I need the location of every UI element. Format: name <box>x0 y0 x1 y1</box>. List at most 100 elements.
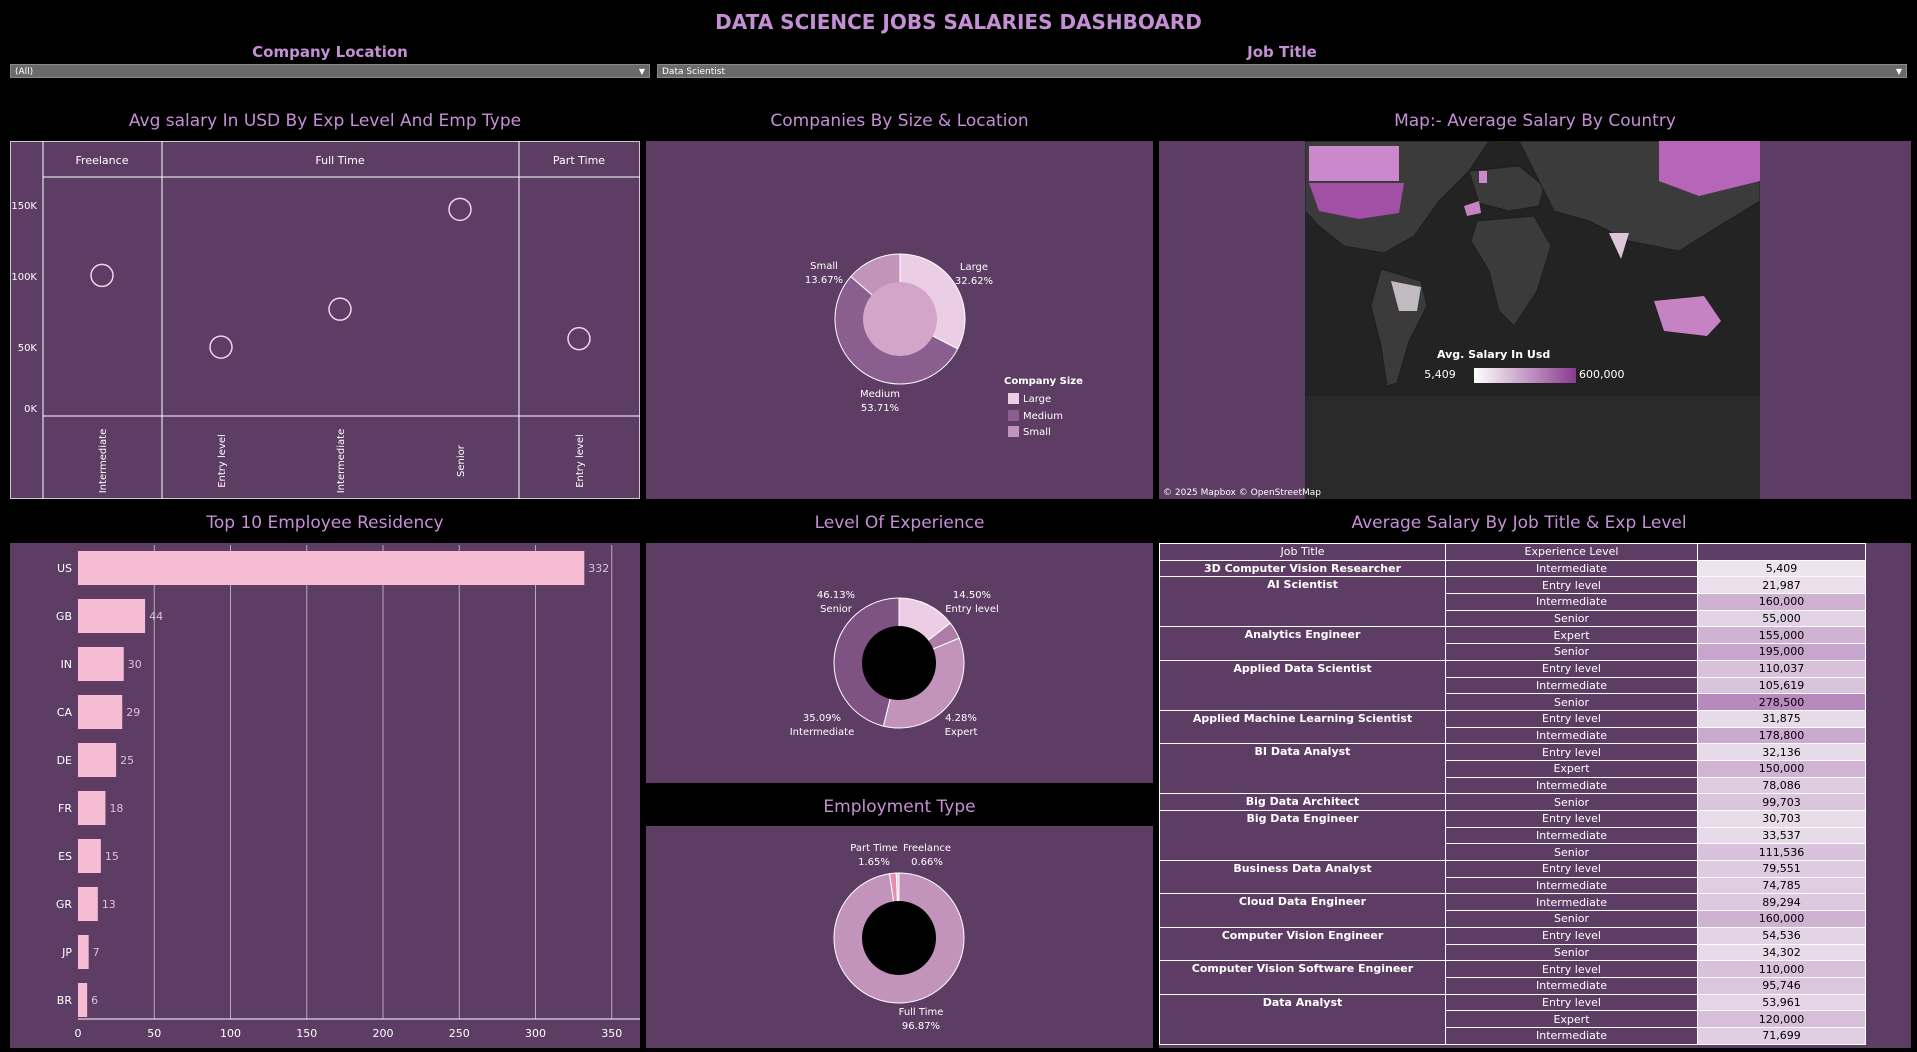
world-map[interactable]: Avg. Salary In Usd 5,409 600,000 © 2025 … <box>1159 140 1911 499</box>
table-row: BI Data Analyst Entry level 32,136 <box>1159 743 1866 795</box>
experience-cell: Entry level <box>1445 743 1698 761</box>
bar-in[interactable] <box>78 647 124 681</box>
salary-value-cell: 32,136 <box>1697 743 1866 761</box>
job-title-cell: Business Data Analyst <box>1159 860 1446 895</box>
bar-value-label: 18 <box>109 802 123 815</box>
chevron-down-icon: ▼ <box>638 67 645 76</box>
companies-title: Companies By Size & Location <box>770 111 1029 131</box>
group-label-full-time: Full Time <box>315 154 364 167</box>
category-label: GR <box>56 898 73 911</box>
bar-jp[interactable] <box>78 935 89 969</box>
group-label-freelance: Freelance <box>76 154 129 167</box>
legend-swatch-large <box>1008 393 1019 404</box>
salary-value-cell: 278,500 <box>1697 693 1866 711</box>
salary-value-cell: 110,037 <box>1697 659 1866 678</box>
salary-value-cell: 78,086 <box>1697 776 1866 795</box>
slice-label-medium: Medium <box>860 389 900 400</box>
country-brazil[interactable] <box>1391 281 1421 311</box>
map-title: Map:- Average Salary By Country <box>1394 111 1676 131</box>
company-location-label: Company Location <box>252 43 408 61</box>
salary-value-cell: 160,000 <box>1697 910 1866 928</box>
salary-value-cell: 74,785 <box>1697 876 1866 895</box>
map-legend-title: Avg. Salary In Usd <box>1437 348 1550 361</box>
country-spain[interactable] <box>1464 201 1481 216</box>
bar-gb[interactable] <box>78 599 146 633</box>
category-label: DE <box>57 754 72 767</box>
scatter-point[interactable] <box>90 263 114 288</box>
bar-de[interactable] <box>78 743 117 777</box>
country-russia[interactable] <box>1659 141 1760 196</box>
salary-value-cell: 71,699 <box>1697 1026 1866 1045</box>
experience-cell: Entry level <box>1445 709 1698 728</box>
scatter-point[interactable] <box>567 326 591 351</box>
category-label: CA <box>57 706 73 719</box>
slice-pct-part-time: 1.65% <box>858 857 890 868</box>
job-title-value: Data Scientist <box>662 67 725 77</box>
x-tick-label: 100 <box>220 1027 241 1040</box>
group-label-part-time: Part Time <box>553 154 605 167</box>
salary-value-cell: 99,703 <box>1697 793 1866 811</box>
scatter-point[interactable] <box>448 197 472 222</box>
x-tick-label: 250 <box>449 1027 470 1040</box>
salary-value-cell: 55,000 <box>1697 609 1866 628</box>
experience-cell: Entry level <box>1445 926 1698 945</box>
employment-title: Employment Type <box>823 797 976 817</box>
company-location-dropdown[interactable]: (All) ▼ <box>10 64 650 78</box>
experience-cell: Senior <box>1445 609 1698 628</box>
bar-br[interactable] <box>78 983 88 1017</box>
slice-pct-full-time: 96.87% <box>902 1021 940 1032</box>
salary-value-cell: 120,000 <box>1697 1010 1866 1028</box>
bar-value-label: 6 <box>91 994 98 1007</box>
salary-value-cell: 79,551 <box>1697 860 1866 878</box>
experience-cell: Expert <box>1445 626 1698 645</box>
salary-value-cell: 21,987 <box>1697 576 1866 595</box>
x-tick-label: Entry level <box>217 434 228 488</box>
table-row: Computer Vision Engineer Entry level 54,53… <box>1159 926 1866 962</box>
experience-cell: Expert <box>1445 1010 1698 1028</box>
map-legend-gradient <box>1474 368 1576 383</box>
legend-label-small: Small <box>1023 427 1051 438</box>
country-uk[interactable] <box>1479 171 1487 183</box>
salary-value-cell: 53,961 <box>1697 993 1866 1012</box>
experience-cell: Intermediate <box>1445 776 1698 795</box>
country-australia[interactable] <box>1654 296 1721 336</box>
country-usa[interactable] <box>1309 183 1404 219</box>
job-title-cell: BI Data Analyst <box>1159 743 1446 795</box>
country-india[interactable] <box>1609 233 1629 259</box>
x-tick-label: 200 <box>373 1027 394 1040</box>
x-tick-label: Intermediate <box>98 429 109 494</box>
experience-cell: Entry level <box>1445 810 1698 828</box>
bar-gr[interactable] <box>78 887 98 921</box>
map-attribution[interactable]: © 2025 Mapbox © OpenStreetMap <box>1163 488 1321 498</box>
donut-hole <box>862 901 936 975</box>
bar-us[interactable] <box>78 551 585 585</box>
job-title-cell: Computer Vision Software Engineer <box>1159 960 1446 995</box>
bar-fr[interactable] <box>78 791 106 825</box>
scatter-point[interactable] <box>209 335 233 359</box>
job-title-dropdown[interactable]: Data Scientist ▼ <box>657 64 1907 78</box>
bar-ca[interactable] <box>78 695 123 729</box>
table-row: Intermediate 33,537 <box>1160 826 1866 845</box>
x-tick-label: 0 <box>75 1027 82 1040</box>
table-row: Intermediate 71,699 <box>1160 1026 1866 1045</box>
table-row: Senior 34,302 <box>1160 943 1866 962</box>
experience-title: Level Of Experience <box>814 513 985 533</box>
bar-value-label: 29 <box>126 706 140 719</box>
salary-value-cell: 54,536 <box>1697 926 1866 945</box>
salary-value-cell: 150,000 <box>1697 759 1866 778</box>
bar-value-label: 7 <box>93 946 100 959</box>
x-tick-label: 150 <box>296 1027 317 1040</box>
scatter-point[interactable] <box>328 297 352 321</box>
job-title-cell: Data Analyst <box>1159 993 1446 1045</box>
table-row: Senior 195,000 <box>1160 643 1866 661</box>
slice-pct-senior: 46.13% <box>817 590 855 601</box>
experience-cell: Intermediate <box>1445 876 1698 895</box>
slice-pct-medium: 53.71% <box>861 403 899 414</box>
employment-chart-panel: Part Time 1.65% Freelance 0.66% Full Tim… <box>646 826 1153 1048</box>
company-location-value: (All) <box>15 67 34 77</box>
slice-label-large: Large <box>960 262 988 273</box>
salary-value-cell: 110,000 <box>1697 960 1866 978</box>
bar-es[interactable] <box>78 839 101 873</box>
country-canada[interactable] <box>1309 146 1399 181</box>
experience-cell: Senior <box>1445 843 1698 862</box>
